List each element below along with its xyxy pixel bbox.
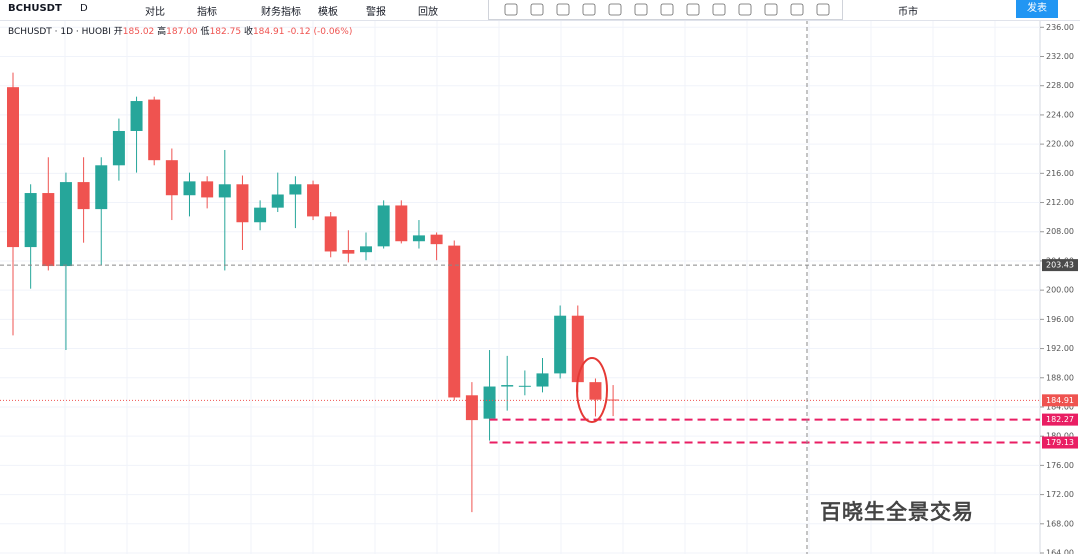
y-tick-label: 216.00	[1046, 169, 1074, 178]
legend-symbol: BCHUSDT · 1D · HUOBI	[8, 27, 111, 37]
price-label: 203.43	[1046, 261, 1074, 270]
candle-body	[218, 184, 231, 198]
tool-template[interactable]: 模板	[318, 7, 338, 18]
candle-body	[589, 382, 602, 400]
market[interactable]: 币市	[898, 7, 918, 18]
candle-body	[289, 184, 302, 195]
ohlc-value: 185.02	[122, 27, 155, 37]
ohlc-label: 高	[157, 27, 167, 37]
candle-body	[607, 399, 620, 401]
y-tick-label: 184.00	[1046, 402, 1074, 411]
candle-body	[95, 165, 108, 210]
y-tick-label: 220.00	[1046, 140, 1074, 149]
y-tick-label: 228.00	[1046, 81, 1074, 90]
y-tick-label: 176.00	[1046, 461, 1074, 470]
y-tick-label: 168.00	[1046, 519, 1074, 528]
drawing-tools[interactable]	[488, 0, 843, 20]
candle-body	[536, 373, 549, 387]
y-tick-label: 212.00	[1046, 198, 1074, 207]
y-tick-label: 200.00	[1046, 286, 1074, 295]
candle-body	[395, 205, 408, 242]
candle-body	[307, 184, 320, 217]
publish-button[interactable]: 发表	[1016, 0, 1058, 18]
tool-compare[interactable]: 对比	[145, 7, 165, 18]
legend-change: -0.12 (-0.06%)	[287, 27, 353, 37]
candle-body	[77, 182, 90, 210]
candle-body	[148, 99, 161, 161]
candle-body	[501, 385, 514, 387]
price-label: 179.13	[1046, 438, 1074, 447]
ohlc-label: 收	[243, 27, 253, 37]
y-tick-label: 172.00	[1046, 490, 1074, 499]
candle-body	[165, 160, 178, 196]
candle-body	[465, 395, 478, 421]
candle-body	[377, 205, 390, 247]
candle-body	[554, 315, 567, 374]
ohlc-value: 182.75	[209, 27, 242, 37]
legend: BCHUSDT · 1D · HUOBI 开185.02 高187.00 低18…	[8, 24, 352, 37]
candle-body	[112, 130, 125, 166]
price-label-bg	[1042, 413, 1078, 426]
candle-body	[430, 234, 443, 245]
candle-body	[183, 181, 196, 196]
symbol[interactable]: BCHUSDT	[8, 3, 62, 14]
price-axis	[1040, 20, 1080, 554]
candle-body	[201, 181, 214, 198]
candle-body	[24, 193, 37, 248]
interval[interactable]: D	[80, 3, 88, 14]
y-tick-label: 236.00	[1046, 23, 1074, 32]
y-tick-label: 232.00	[1046, 52, 1074, 61]
price-label: 182.27	[1046, 415, 1074, 424]
y-tick-label: 192.00	[1046, 344, 1074, 353]
tool-financial[interactable]: 财务指标	[261, 7, 301, 18]
tool-replay[interactable]: 回放	[418, 7, 438, 18]
candle-body	[254, 207, 267, 223]
candle-body	[412, 235, 425, 242]
tool-alert[interactable]: 警报	[366, 7, 386, 18]
candle-body	[42, 193, 55, 267]
y-tick-label: 196.00	[1046, 315, 1074, 324]
price-label-bg	[1042, 259, 1078, 272]
y-tick-label: 188.00	[1046, 373, 1074, 382]
y-tick-label: 224.00	[1046, 110, 1074, 119]
candle-body	[236, 184, 249, 223]
annotation-circle	[576, 357, 608, 423]
y-tick-label: 164.00	[1046, 549, 1074, 554]
candle-body	[130, 101, 143, 131]
candle-body	[59, 182, 72, 267]
candle-body	[571, 315, 584, 383]
candle-body	[324, 216, 337, 252]
price-label-bg	[1042, 394, 1078, 407]
price-label-bg	[1042, 436, 1078, 449]
ohlc-value: 187.00	[166, 27, 198, 37]
candle-body	[483, 386, 496, 419]
ohlc-label: 低	[200, 27, 210, 37]
candle-body	[360, 246, 372, 253]
candle-body	[7, 87, 19, 248]
y-tick-label: 208.00	[1046, 227, 1074, 236]
top-toolbar: BCHUSDT D 对比 指标 财务指标 模板 警报 回放 币市 发表	[0, 0, 1080, 21]
ohlc-value: 184.91	[252, 27, 285, 37]
tool-indicator[interactable]: 指标	[197, 7, 217, 18]
candle-body	[448, 245, 461, 398]
candle-body	[271, 194, 284, 208]
price-label: 184.91	[1046, 396, 1074, 405]
watermark: 百晓生全景交易	[820, 500, 974, 524]
ohlc-label: 开	[113, 27, 123, 37]
candle-body	[342, 249, 355, 254]
y-tick-label: 180.00	[1046, 432, 1074, 441]
candle-body	[518, 385, 531, 387]
